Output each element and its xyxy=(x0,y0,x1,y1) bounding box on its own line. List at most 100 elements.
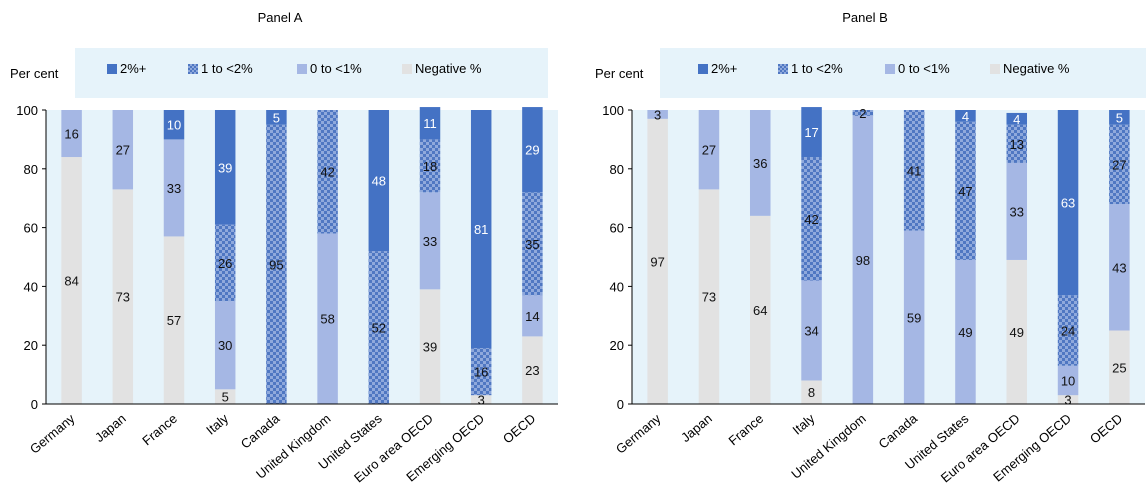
bar-segment-0to1 xyxy=(317,233,338,404)
data-label: 27 xyxy=(702,143,716,158)
data-label: 4 xyxy=(962,109,969,124)
legend-swatch-1to2 xyxy=(188,64,198,74)
x-tick-label: Italy xyxy=(203,410,231,437)
y-tick-label: 100 xyxy=(16,103,38,118)
legend-item-0to1: 0 to <1% xyxy=(885,61,950,76)
data-label: 26 xyxy=(218,256,232,271)
bar-segment-1to2 xyxy=(522,192,543,296)
data-label: 73 xyxy=(702,290,716,305)
data-label: 36 xyxy=(753,156,767,171)
bar-segment-1to2 xyxy=(266,124,287,404)
bar-segment-negative xyxy=(1057,395,1079,404)
data-label: 63 xyxy=(1061,196,1075,211)
data-label: 64 xyxy=(753,303,767,318)
bar-segment-negative xyxy=(1109,330,1130,404)
x-tick-label: Japan xyxy=(92,411,129,445)
y-tick-label: 60 xyxy=(610,221,624,236)
bar-segment-0to1 xyxy=(1109,204,1130,331)
y-tick-label: 40 xyxy=(610,279,624,294)
data-label: 27 xyxy=(116,143,130,158)
panel-a-ylabel: Per cent xyxy=(10,66,59,81)
x-tick-label: Italy xyxy=(790,410,818,437)
bar-segment-negative xyxy=(112,189,134,404)
bar-segment-1to2 xyxy=(903,110,925,231)
legend-label: 1 to <2% xyxy=(201,61,253,76)
data-label: 30 xyxy=(218,338,232,353)
legend-swatch-negative xyxy=(990,64,1000,74)
bar-segment-1to2 xyxy=(419,139,441,193)
data-label: 84 xyxy=(64,274,78,289)
data-label: 34 xyxy=(804,324,818,339)
legend-swatch-negative xyxy=(402,64,412,74)
panel-b-title: Panel B xyxy=(842,10,888,25)
data-label: 3 xyxy=(654,107,661,122)
bar-segment-negative xyxy=(1006,259,1028,404)
bar-segment-1to2 xyxy=(1006,124,1028,163)
data-label: 73 xyxy=(116,290,130,305)
panel-b: Panel B 2%+ 1 to <2% 0 to <1% Negative %… xyxy=(585,0,1146,499)
data-label: 41 xyxy=(907,163,921,178)
legend-item-negative: Negative % xyxy=(990,61,1069,76)
x-tick-label: Japan xyxy=(678,411,715,445)
legend-item-1to2: 1 to <2% xyxy=(778,61,843,76)
legend-label: 1 to <2% xyxy=(791,61,843,76)
bar-segment-0to1 xyxy=(852,115,874,404)
bar-segment-2plus xyxy=(214,110,236,225)
data-label: 27 xyxy=(1112,157,1126,172)
bar-segment-2plus xyxy=(266,110,287,125)
bar-segment-0to1 xyxy=(61,110,82,158)
bar-segment-negative xyxy=(214,389,236,404)
data-label: 17 xyxy=(804,125,818,140)
panel-a-chart: 0 20 40 60 80 100 84 16 Germany 73 27 Japan 57 33 10 Fr… xyxy=(16,103,558,485)
legend-swatch-2plus xyxy=(107,64,117,74)
bar-segment-0to1 xyxy=(647,110,668,119)
bar-segment-negative xyxy=(61,157,82,404)
bar-segment-0to1 xyxy=(955,259,976,404)
bar-segment-2plus xyxy=(163,110,185,140)
legend-label: 0 to <1% xyxy=(310,61,362,76)
bar-segment-0to1 xyxy=(112,110,134,190)
x-tick-label: Germany xyxy=(613,410,664,456)
x-tick-label: France xyxy=(139,411,180,449)
data-label: 42 xyxy=(804,212,818,227)
y-tick-label: 80 xyxy=(24,162,38,177)
data-label: 43 xyxy=(1112,260,1126,275)
data-label: 24 xyxy=(1061,324,1075,339)
data-label: 2 xyxy=(859,106,866,121)
data-label: 52 xyxy=(372,321,386,336)
data-label: 29 xyxy=(525,143,539,158)
bar-segment-0to1 xyxy=(419,192,441,290)
panel-b-legend: 2%+ 1 to <2% 0 to <1% Negative % xyxy=(660,48,1146,98)
y-tick-label: 60 xyxy=(24,221,38,236)
bar-segment-negative xyxy=(522,336,543,404)
data-label: 11 xyxy=(423,116,437,131)
data-label: 33 xyxy=(167,181,181,196)
data-label: 8 xyxy=(808,385,815,400)
bar-segment-1to2 xyxy=(1057,295,1079,366)
data-label: 16 xyxy=(64,127,78,142)
data-label: 95 xyxy=(269,257,283,272)
x-tick-label: France xyxy=(726,411,767,449)
y-tick-label: 20 xyxy=(610,338,624,353)
x-tick-label: OECD xyxy=(500,411,538,447)
legend-swatch-0to1 xyxy=(885,64,895,74)
legend-item-0to1: 0 to <1% xyxy=(297,61,362,76)
data-label: 48 xyxy=(372,174,386,189)
data-label: 49 xyxy=(1010,325,1024,340)
panel-b-chart: 0 20 40 60 80 100 97 3 Germany 73 27 Japan 64 36 Franc… xyxy=(602,103,1145,485)
bar-segment-0to1 xyxy=(801,280,822,381)
bar-segment-0to1 xyxy=(903,230,925,404)
bar-segment-0to1 xyxy=(522,295,543,337)
bar-segment-1to2 xyxy=(317,110,338,234)
data-label: 13 xyxy=(1010,137,1024,152)
bar-segment-2plus xyxy=(419,107,441,140)
bar-segment-1to2 xyxy=(955,121,976,260)
bar-segment-0to1 xyxy=(163,139,185,237)
bar-segment-negative xyxy=(163,236,185,404)
bar-segment-1to2 xyxy=(368,251,390,404)
data-label: 49 xyxy=(958,325,972,340)
bar-segment-1to2 xyxy=(470,348,492,396)
data-label: 59 xyxy=(907,310,921,325)
x-tick-label: OECD xyxy=(1087,411,1125,447)
bar-segment-negative xyxy=(749,215,771,404)
